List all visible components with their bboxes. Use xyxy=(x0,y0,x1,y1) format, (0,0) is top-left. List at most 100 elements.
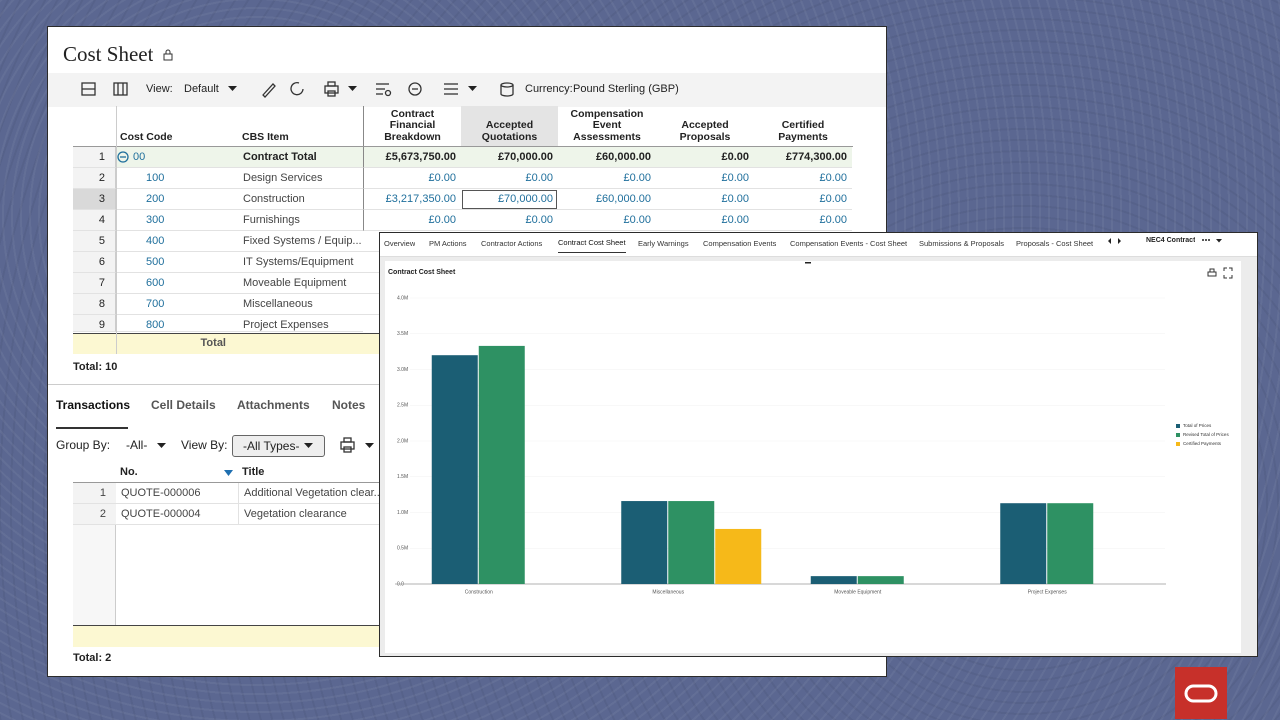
transaction-count: Total: 2 xyxy=(73,652,112,664)
table-cell: Vegetation clearance xyxy=(238,504,380,525)
chart-panel xyxy=(385,261,1241,653)
table-cell: Contract Total xyxy=(238,147,363,168)
table-cell: Miscellaneous xyxy=(238,294,363,315)
bar xyxy=(668,501,715,584)
dashboard-tab[interactable]: Overview xyxy=(384,239,416,248)
table-cell: Project Expenses xyxy=(238,315,363,332)
dashboard-tab[interactable]: Contract Cost Sheet xyxy=(558,234,626,253)
table-cell: £70,000.00 xyxy=(461,147,558,168)
y-tick-label: 2.5M xyxy=(397,403,408,409)
table-cell: £0.00 xyxy=(461,168,558,189)
dashboard-window: Overview PM Actions Contractor Actions Cont… xyxy=(379,232,1258,657)
column-header: Accepted Quotations xyxy=(461,106,558,147)
bar xyxy=(810,576,857,584)
y-tick-label: 0.5M xyxy=(397,546,408,552)
toolbar-icons xyxy=(81,81,514,453)
y-tick-label: 1.5M xyxy=(397,474,408,480)
legend-label: Certified Payments xyxy=(1183,441,1222,446)
dashboard-tab[interactable]: Contractor Actions xyxy=(481,239,543,248)
detail-tab: Attachments xyxy=(237,398,310,412)
table-cell: £60,000.00 xyxy=(558,189,656,210)
table-cell: 00 xyxy=(116,147,238,168)
oracle-logo xyxy=(1175,667,1227,719)
table-cell: 6 xyxy=(73,252,116,273)
column-header: Certified Payments xyxy=(778,119,828,143)
table-cell: 5 xyxy=(73,231,116,252)
column-header: Compensation Event Assessments xyxy=(570,107,644,143)
detail-tab: Cell Details xyxy=(151,398,216,412)
table-cell: 2 xyxy=(73,504,116,525)
table-cell: 3 xyxy=(73,189,116,210)
column-header: No. xyxy=(120,466,138,478)
tab-bar xyxy=(380,233,1257,257)
column-header: Contract Financial Breakdown xyxy=(363,106,461,147)
currency-label: Currency: xyxy=(525,83,573,95)
table-cell: Furnishings xyxy=(238,210,363,231)
col-rule xyxy=(116,106,117,354)
y-tick-label: 4.0M xyxy=(397,295,408,301)
y-tick-label: 2.0M xyxy=(397,438,408,444)
contract-menu[interactable]: NEC4 Contract xyxy=(1146,237,1196,244)
table-cell: Design Services xyxy=(238,168,363,189)
table-cell: 4 xyxy=(73,210,116,231)
view-by-value: -All Types- xyxy=(232,435,325,457)
detail-tab: Notes xyxy=(332,398,366,412)
table-cell: £0.00 xyxy=(558,210,656,231)
table-cell: £0.00 xyxy=(363,168,461,189)
view-by-label: View By: xyxy=(181,438,228,452)
carets xyxy=(157,49,1222,476)
chart-title: Contract Cost Sheet xyxy=(388,269,456,276)
table-cell: Moveable Equipment xyxy=(238,273,363,294)
column-header: Title xyxy=(242,466,265,478)
table-cell: Additional Vegetation clear... xyxy=(238,483,380,504)
table-cell: £0.00 xyxy=(656,189,754,210)
table-cell: 700 xyxy=(116,294,238,315)
table-cell: 8 xyxy=(73,294,116,315)
x-tick-label: Construction xyxy=(465,589,493,595)
table-cell: 400 xyxy=(116,231,238,252)
table-cell: £0.00 xyxy=(656,210,754,231)
row-num-col xyxy=(73,525,116,625)
x-tick-label: Project Expenses xyxy=(1028,589,1067,595)
table-cell: 2 xyxy=(73,168,116,189)
table-cell: £774,300.00 xyxy=(754,147,852,168)
table-cell: QUOTE-000004 xyxy=(116,504,238,525)
dashboard-tab[interactable]: Compensation Events - Cost Sheet xyxy=(790,239,908,248)
table-cell: £0.00 xyxy=(558,168,656,189)
bar xyxy=(478,345,525,584)
column-header: Cost Code xyxy=(120,130,173,143)
bar xyxy=(431,355,478,584)
row-count: Total: 10 xyxy=(73,361,118,373)
table-cell: 9 xyxy=(73,315,116,332)
y-tick-label: 3.0M xyxy=(397,367,408,373)
header-rule xyxy=(73,146,853,147)
table-cell: £0.00 xyxy=(656,168,754,189)
bar xyxy=(1047,503,1094,584)
table-cell: 800 xyxy=(116,315,238,332)
table-cell: £0.00 xyxy=(754,168,852,189)
total-label: Total xyxy=(200,337,226,349)
column-header: CBS Item xyxy=(242,130,289,143)
table-cell: Construction xyxy=(238,189,363,210)
table-cell: 600 xyxy=(116,273,238,294)
table-cell: IT Systems/Equipment xyxy=(238,252,363,273)
bar xyxy=(1000,503,1047,584)
table-cell: £70,000.00 xyxy=(461,189,558,210)
table-cell: 1 xyxy=(73,147,116,168)
group-by-label: Group By: xyxy=(56,438,111,452)
table-cell: Fixed Systems / Equip... xyxy=(238,231,363,252)
dashboard-tab[interactable]: PM Actions xyxy=(429,239,467,248)
dashboard-tab[interactable]: Compensation Events xyxy=(703,239,777,248)
tab-underline xyxy=(56,427,128,429)
table-cell: QUOTE-000006 xyxy=(116,483,238,504)
detail-tab: Transactions xyxy=(56,398,131,412)
dashboard-tab[interactable]: Early Warnings xyxy=(638,239,689,248)
toolbar xyxy=(48,73,886,107)
column-header: Accepted Proposals xyxy=(679,119,731,143)
table-cell: £5,673,750.00 xyxy=(363,147,461,168)
bar xyxy=(857,576,904,584)
dashboard-tab[interactable]: Submissions & Proposals xyxy=(919,239,1005,248)
table-cell: £0.00 xyxy=(656,147,754,168)
header-rule xyxy=(73,482,380,483)
dashboard-tab[interactable]: Proposals - Cost Sheet xyxy=(1016,239,1094,248)
